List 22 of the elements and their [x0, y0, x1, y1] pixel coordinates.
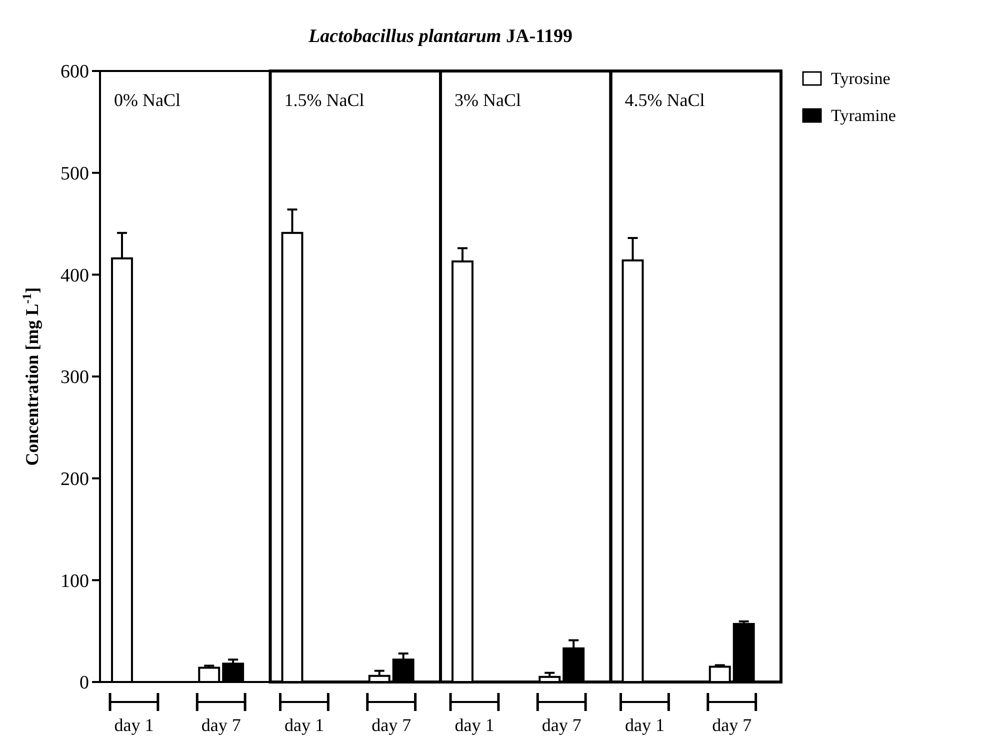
x-tick-label: day 7 — [542, 715, 582, 735]
x-tick-label: day 7 — [201, 715, 241, 735]
legend-label: Tyramine — [831, 106, 896, 125]
y-tick-label: 500 — [60, 163, 89, 184]
annotation: 1.5% NaCl — [284, 90, 364, 110]
x-tick-label: day 7 — [372, 715, 412, 735]
y-tick-label: 0 — [80, 672, 89, 694]
annotation: 0% NaCl — [114, 90, 180, 110]
x-tick-label: day 1 — [624, 715, 664, 735]
y-tick-label: 300 — [60, 367, 89, 388]
chart-title: Lactobacillus plantarum JA-1199 — [308, 26, 572, 47]
x-tick-label: day 1 — [114, 715, 154, 735]
legend-label: Tyrosine — [831, 69, 890, 88]
x-tick-label: day 1 — [284, 715, 324, 735]
y-tick-label: 200 — [60, 468, 89, 490]
x-tick-label: day 1 — [454, 715, 494, 735]
y-tick-label: 600 — [60, 62, 89, 83]
x-tick-label: day 7 — [712, 715, 752, 735]
y-tick-label: 100 — [60, 570, 89, 592]
annotation: 4.5% NaCl — [624, 90, 705, 110]
annotation: 3% NaCl — [454, 90, 521, 110]
y-tick-label: 400 — [60, 265, 89, 286]
